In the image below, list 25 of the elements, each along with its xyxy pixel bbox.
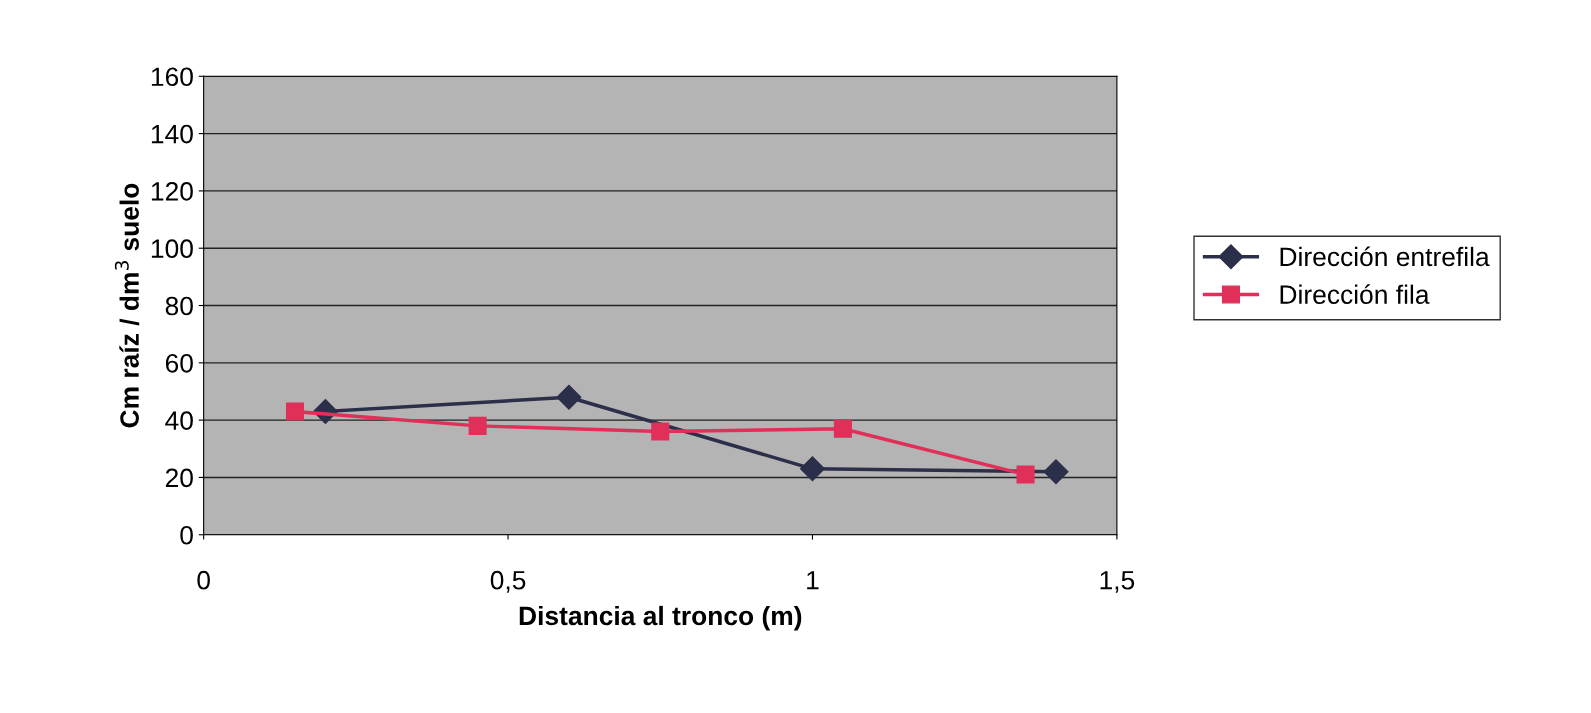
- y-tick-label: 120: [151, 182, 193, 201]
- y-tick-label: 20: [165, 468, 193, 488]
- y-tick-label: 0: [180, 525, 193, 545]
- y-axis-title: Cm raíz / dm$^{3}$ suelo: [114, 183, 140, 428]
- legend-label: Dirección fila: [1280, 284, 1430, 304]
- x-tick-label: 0,5: [490, 570, 526, 593]
- point: [1043, 459, 1069, 485]
- y-tick-label: 40: [165, 411, 193, 430]
- x-axis-title: Distancia al tronco (m): [519, 605, 802, 631]
- legend-label: Dirección entrefila: [1280, 246, 1490, 267]
- point: [556, 384, 582, 410]
- y-tick-label: 140: [151, 124, 193, 144]
- point: [1016, 465, 1035, 484]
- point: [651, 422, 670, 441]
- y-tick-label: 80: [165, 296, 193, 316]
- x-tick-label: 1: [807, 571, 819, 590]
- point: [285, 402, 304, 421]
- x-tick-label: 1,5: [1100, 571, 1135, 593]
- y-tick-label: 100: [151, 239, 193, 259]
- point: [799, 456, 825, 482]
- point: [468, 416, 487, 435]
- x-tick-label: 0: [197, 570, 210, 590]
- y-tick-label: 60: [165, 353, 193, 373]
- point: [833, 419, 852, 438]
- y-tick-label: 160: [151, 67, 193, 87]
